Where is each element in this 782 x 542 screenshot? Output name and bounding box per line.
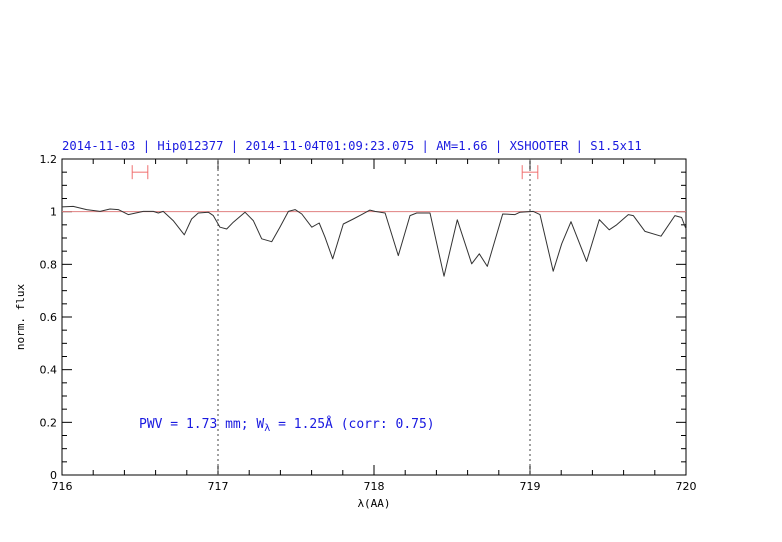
y-tick-label: 0.6 (40, 311, 58, 324)
y-tick-label: 1.2 (40, 153, 58, 166)
x-tick-label: 718 (364, 480, 385, 493)
error-bar (521, 165, 539, 180)
y-tick-label: 1 (50, 206, 57, 219)
axis-ticks: 716 717 718 719 720 0 0.2 0.4 0.6 0.8 1 1.2 (40, 153, 697, 493)
y-axis-label: norm. flux (14, 284, 27, 351)
y-tick-label: 0.8 (40, 258, 58, 271)
annotation-suffix: = 1.25Å (corr: 0.75) (270, 416, 434, 432)
x-tick-label: 720 (676, 480, 697, 493)
spectrum-line (61, 205, 687, 277)
annotation-subscript: λ (264, 423, 270, 434)
plot-marks (61, 159, 687, 475)
y-tick-label: 0.2 (40, 416, 58, 429)
chart-title: 2014-11-03 | Hip012377 | 2014-11-04T01:0… (62, 139, 642, 153)
pwv-annotation: PWV = 1.73 mm; Wλ = 1.25Å (corr: 0.75) (139, 416, 435, 434)
y-tick-label: 0.4 (40, 364, 58, 377)
error-bar (131, 165, 149, 180)
x-tick-label: 719 (520, 480, 541, 493)
x-tick-label: 717 (208, 480, 229, 493)
annotation-prefix: PWV = 1.73 mm; W (139, 417, 264, 432)
x-tick-label: 716 (52, 480, 73, 493)
y-tick-label: 0 (50, 469, 57, 482)
x-axis-label: λ(AA) (357, 497, 390, 510)
